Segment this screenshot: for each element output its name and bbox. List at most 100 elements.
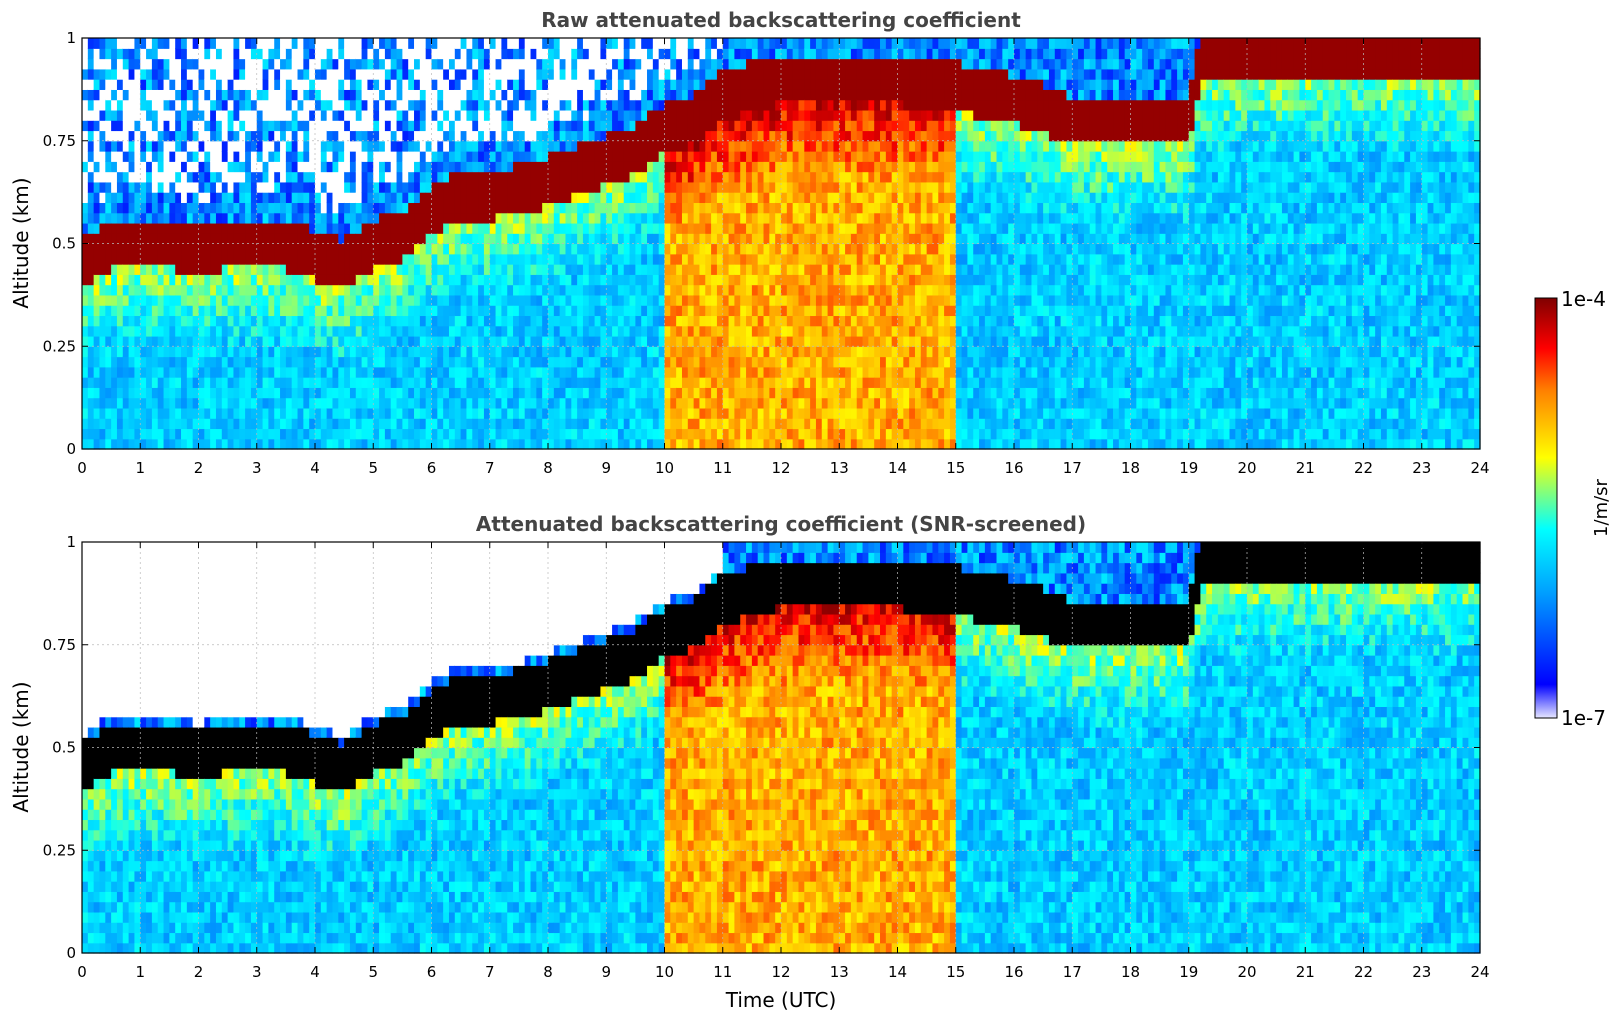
heatmap-cell bbox=[105, 357, 111, 368]
heatmap-cell bbox=[694, 213, 700, 224]
heatmap-cell bbox=[193, 110, 199, 121]
heatmap-cell bbox=[94, 69, 100, 80]
heatmap-cell bbox=[414, 69, 420, 80]
heatmap-cell bbox=[688, 89, 694, 100]
heatmap-cell bbox=[204, 110, 210, 121]
heatmap-cell bbox=[711, 69, 717, 80]
heatmap-cell bbox=[263, 418, 269, 429]
heatmap-cell bbox=[239, 69, 245, 80]
heatmap-cell bbox=[327, 357, 333, 368]
heatmap-cell bbox=[589, 439, 595, 450]
heatmap-cell bbox=[402, 336, 408, 347]
heatmap-cell bbox=[210, 244, 216, 255]
heatmap-cell bbox=[99, 110, 105, 121]
heatmap-cell bbox=[251, 428, 257, 439]
heatmap-cell bbox=[653, 254, 659, 265]
heatmap-cell bbox=[542, 285, 548, 296]
heatmap-cell bbox=[752, 264, 758, 275]
heatmap-cell bbox=[752, 69, 758, 80]
heatmap-cell bbox=[630, 59, 636, 70]
heatmap-cell bbox=[583, 285, 589, 296]
heatmap-cell bbox=[793, 244, 799, 255]
heatmap-cell bbox=[327, 223, 333, 234]
heatmap-cell bbox=[111, 398, 117, 409]
heatmap-cell bbox=[228, 192, 234, 203]
heatmap-cell bbox=[466, 295, 472, 306]
heatmap-cell bbox=[606, 357, 612, 368]
heatmap-cell bbox=[88, 89, 94, 100]
heatmap-cell bbox=[367, 367, 373, 378]
heatmap-cell bbox=[99, 387, 105, 398]
heatmap-cell bbox=[717, 326, 723, 337]
heatmap-cell bbox=[804, 89, 810, 100]
heatmap-cell bbox=[338, 182, 344, 193]
heatmap-cell bbox=[367, 110, 373, 121]
heatmap-cell bbox=[734, 305, 740, 316]
heatmap-cell bbox=[181, 418, 187, 429]
heatmap-cell bbox=[618, 428, 624, 439]
heatmap-cell bbox=[793, 336, 799, 347]
heatmap-cell bbox=[624, 100, 630, 111]
heatmap-cell bbox=[298, 367, 304, 378]
heatmap-cell bbox=[158, 233, 164, 244]
heatmap-cell bbox=[129, 89, 135, 100]
heatmap-cell bbox=[484, 59, 490, 70]
heatmap-cell bbox=[670, 202, 676, 213]
heatmap-cell bbox=[560, 357, 566, 368]
heatmap-cell bbox=[327, 161, 333, 172]
heatmap-cell bbox=[274, 326, 280, 337]
heatmap-cell bbox=[414, 428, 420, 439]
heatmap-cell bbox=[478, 48, 484, 59]
heatmap-cell bbox=[665, 141, 671, 152]
heatmap-cell bbox=[496, 274, 502, 285]
heatmap-cell bbox=[595, 418, 601, 429]
heatmap-cell bbox=[193, 59, 199, 70]
heatmap-cell bbox=[426, 357, 432, 368]
heatmap-cell bbox=[245, 387, 251, 398]
heatmap-cell bbox=[764, 377, 770, 388]
heatmap-cell bbox=[286, 377, 292, 388]
heatmap-cell bbox=[332, 295, 338, 306]
heatmap-cell bbox=[624, 182, 630, 193]
heatmap-cell bbox=[659, 172, 665, 183]
heatmap-cell bbox=[466, 130, 472, 141]
heatmap-cell bbox=[793, 172, 799, 183]
heatmap-cell bbox=[525, 59, 531, 70]
heatmap-cell bbox=[793, 110, 799, 121]
heatmap-cell bbox=[274, 161, 280, 172]
heatmap-cell bbox=[775, 120, 781, 131]
heatmap-cell bbox=[402, 48, 408, 59]
heatmap-cell bbox=[565, 38, 571, 49]
heatmap-cell bbox=[280, 439, 286, 450]
heatmap-cell bbox=[635, 120, 641, 131]
heatmap-cell bbox=[554, 182, 560, 193]
heatmap-cell bbox=[472, 202, 478, 213]
heatmap-cell bbox=[233, 398, 239, 409]
heatmap-cell bbox=[292, 38, 298, 49]
heatmap-cell bbox=[94, 172, 100, 183]
heatmap-cell bbox=[216, 315, 222, 326]
heatmap-cell bbox=[199, 357, 205, 368]
heatmap-cell bbox=[501, 428, 507, 439]
heatmap-cell bbox=[781, 202, 787, 213]
heatmap-cell bbox=[129, 295, 135, 306]
heatmap-cell bbox=[373, 172, 379, 183]
heatmap-cell bbox=[204, 100, 210, 111]
heatmap-cell bbox=[548, 346, 554, 357]
heatmap-cell bbox=[670, 439, 676, 450]
heatmap-cell bbox=[99, 264, 105, 275]
heatmap-cell bbox=[466, 79, 472, 90]
heatmap-cell bbox=[402, 377, 408, 388]
heatmap-cell bbox=[694, 110, 700, 121]
heatmap-cell bbox=[461, 100, 467, 111]
heatmap-cell bbox=[199, 223, 205, 234]
heatmap-cell bbox=[758, 79, 764, 90]
heatmap-cell bbox=[606, 244, 612, 255]
heatmap-cell bbox=[105, 264, 111, 275]
heatmap-cell bbox=[140, 38, 146, 49]
heatmap-cell bbox=[705, 439, 711, 450]
heatmap-cell bbox=[624, 295, 630, 306]
heatmap-cell bbox=[606, 408, 612, 419]
heatmap-cell bbox=[542, 254, 548, 265]
heatmap-cell bbox=[705, 264, 711, 275]
